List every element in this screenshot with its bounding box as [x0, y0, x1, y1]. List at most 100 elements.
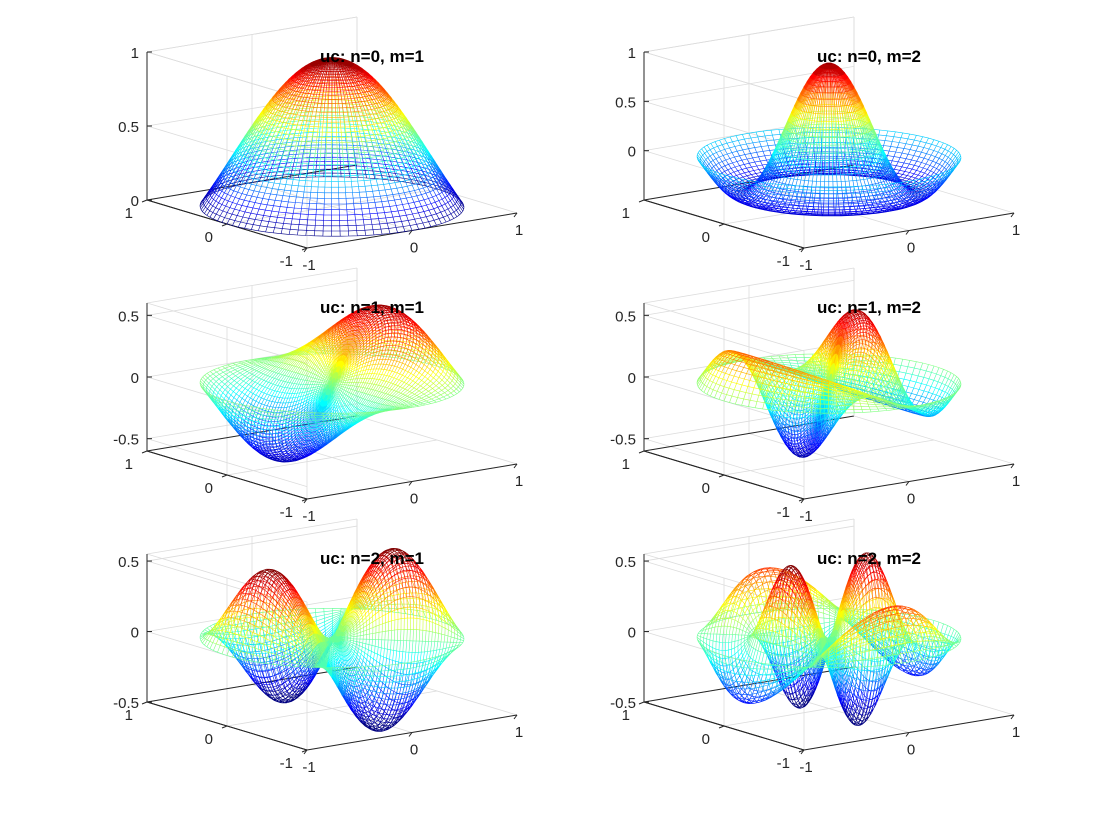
- mesh-band: [357, 305, 408, 321]
- mesh-band: [212, 386, 365, 430]
- surface-mesh: [199, 548, 465, 732]
- axes-box: [146, 518, 518, 751]
- surface-mesh: [199, 304, 465, 463]
- x-tick-mark: [1010, 212, 1015, 218]
- mesh-band: [199, 351, 465, 416]
- y-tick-mark: [141, 701, 148, 705]
- x-tick-mark: [905, 732, 910, 737]
- mesh-band: [852, 309, 861, 312]
- mesh-band: [258, 548, 406, 577]
- z-tick-label: 0.5: [118, 308, 139, 325]
- surface-mesh: [696, 552, 962, 726]
- x-tick-label: 0: [907, 240, 915, 257]
- mesh-band: [846, 309, 867, 318]
- x-tick-mark: [408, 481, 413, 486]
- y-tick-label: 0: [205, 480, 213, 497]
- y-tick-label: 1: [622, 205, 630, 222]
- y-tick-label: 1: [125, 456, 133, 473]
- z-tick-label: 0.5: [615, 554, 636, 571]
- x-tick-label: 0: [410, 742, 418, 759]
- y-tick-mark: [798, 247, 805, 251]
- surface-plot-3: -1 0 1 -1 0 1 -0.5 0 0.5 uc: n=1, m=1: [113, 267, 523, 525]
- mesh-band: [216, 589, 448, 644]
- z-tick-label: 0.5: [118, 554, 139, 571]
- y-tick-label: 1: [622, 707, 630, 724]
- y-tick-label: 0: [205, 731, 213, 748]
- z-tick-label: 1: [131, 45, 139, 62]
- y-tick-mark: [638, 701, 645, 705]
- x-tick-label: 0: [410, 491, 418, 508]
- mesh-band: [739, 670, 919, 708]
- mesh-band: [240, 119, 424, 165]
- axis-edge: [643, 16, 855, 53]
- x-tick-label: 1: [1012, 724, 1020, 741]
- z-tick-label: 0.5: [615, 94, 636, 111]
- y-tick-label: 1: [622, 456, 630, 473]
- y-tick-mark: [301, 247, 308, 251]
- y-tick-mark: [718, 725, 725, 729]
- y-tick-mark: [638, 450, 645, 454]
- x-tick-label: -1: [799, 759, 812, 776]
- y-tick-mark: [221, 474, 228, 478]
- z-tick-label: 0: [131, 370, 139, 387]
- axis-edge: [146, 267, 358, 304]
- axis-edge: [643, 518, 855, 555]
- axis-edge: [146, 518, 358, 555]
- mesh-band: [703, 137, 955, 195]
- plot-title: uc: n=2, m=2: [817, 549, 921, 568]
- surface-mesh: [696, 62, 962, 217]
- z-tick-label: 0: [131, 625, 139, 642]
- y-tick-label: -1: [280, 504, 293, 521]
- x-tick-mark: [1010, 463, 1015, 469]
- mesh-band: [268, 85, 396, 118]
- mesh-band: [758, 567, 900, 609]
- surface-plot-5: -101-101-0.500.5 uc: n=2, m=1: [113, 518, 523, 776]
- x-tick-mark: [513, 463, 518, 469]
- tick-labels: -101-101-0.500.5: [610, 308, 1020, 525]
- tick-labels: -1 0 1 -1 0 1 0 0.5 1: [615, 45, 1020, 274]
- x-tick-label: -1: [302, 257, 315, 274]
- mesh-band: [247, 553, 417, 591]
- mesh-band: [215, 153, 449, 210]
- plot-title: uc: n=0, m=1: [320, 47, 424, 66]
- axis-edge: [643, 267, 855, 304]
- mesh-band: [719, 334, 888, 377]
- y-tick-label: 0: [702, 731, 710, 748]
- y-tick-label: 0: [702, 480, 710, 497]
- plot-title: uc: n=1, m=1: [320, 298, 424, 317]
- mesh-band: [319, 57, 345, 64]
- mesh-band: [786, 689, 872, 721]
- mesh-band: [706, 142, 952, 202]
- y-tick-mark: [221, 725, 228, 729]
- x-tick-label: 1: [515, 724, 523, 741]
- y-tick-label: 0: [702, 229, 710, 246]
- y-tick-mark: [301, 749, 308, 753]
- z-tick-label: 0: [628, 144, 636, 161]
- z-tick-label: 1: [628, 45, 636, 62]
- mesh-band: [819, 62, 839, 70]
- tick-labels: -101-101-0.500.5: [113, 554, 523, 776]
- y-tick-label: 1: [125, 707, 133, 724]
- tick-labels: -101-101-0.500.5: [113, 308, 523, 525]
- x-tick-label: 1: [1012, 473, 1020, 490]
- plot-title: uc: n=1, m=2: [817, 298, 921, 317]
- x-tick-mark: [1010, 714, 1015, 720]
- x-tick-label: -1: [302, 508, 315, 525]
- axis-edge: [146, 16, 358, 53]
- x-tick-mark: [905, 230, 910, 235]
- y-tick-mark: [798, 749, 805, 753]
- x-tick-label: 0: [907, 742, 915, 759]
- x-tick-mark: [408, 732, 413, 737]
- y-tick-mark: [141, 450, 148, 454]
- axis-edge: [146, 302, 308, 352]
- y-tick-label: -1: [777, 253, 790, 270]
- z-tick-label: -0.5: [113, 695, 139, 712]
- mesh-band: [263, 687, 401, 732]
- axis-edge: [146, 666, 358, 703]
- x-tick-label: 1: [1012, 222, 1020, 239]
- z-tick-label: 0: [628, 625, 636, 642]
- y-tick-label: -1: [280, 253, 293, 270]
- surface-mesh: [199, 57, 465, 237]
- x-tick-label: 1: [515, 222, 523, 239]
